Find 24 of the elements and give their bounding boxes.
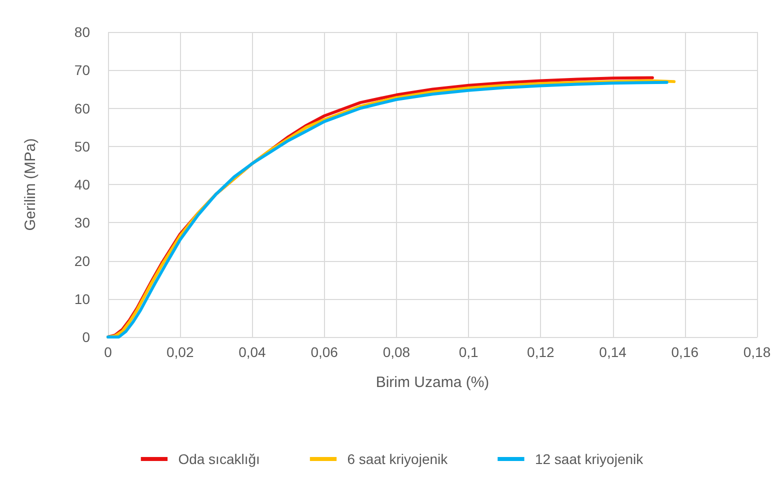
legend-label: 12 saat kriyojenik [534, 451, 644, 467]
y-axis-title: Gerilim (MPa) [22, 138, 39, 231]
x-tick-label: 0,04 [238, 344, 266, 360]
y-tick-label: 0 [82, 329, 90, 345]
x-axis-title: Birim Uzama (%) [376, 374, 490, 391]
y-tick-label: 10 [74, 290, 90, 307]
x-tick-label: 0,02 [166, 344, 194, 360]
legend-label: Oda sıcaklığı [178, 451, 260, 467]
x-tick-label: 0 [104, 344, 112, 360]
x-tick-label: 0,18 [743, 344, 771, 360]
y-tick-label: 70 [74, 62, 90, 78]
legend-label: 6 saat kriyojenik [347, 451, 449, 467]
x-tick-label: 0,06 [310, 344, 338, 360]
y-tick-label: 30 [74, 214, 90, 231]
x-tick-label: 0,12 [527, 344, 555, 360]
y-tick-label: 80 [74, 24, 90, 40]
y-tick-label: 60 [74, 100, 90, 116]
y-tick-label: 20 [74, 252, 90, 269]
y-tick-label: 40 [74, 176, 90, 192]
x-tick-label: 0,16 [671, 344, 699, 360]
x-tick-label: 0,1 [458, 344, 478, 360]
x-tick-label: 0,14 [599, 344, 627, 360]
y-tick-label: 50 [74, 138, 90, 154]
x-tick-label: 0,08 [382, 344, 410, 360]
